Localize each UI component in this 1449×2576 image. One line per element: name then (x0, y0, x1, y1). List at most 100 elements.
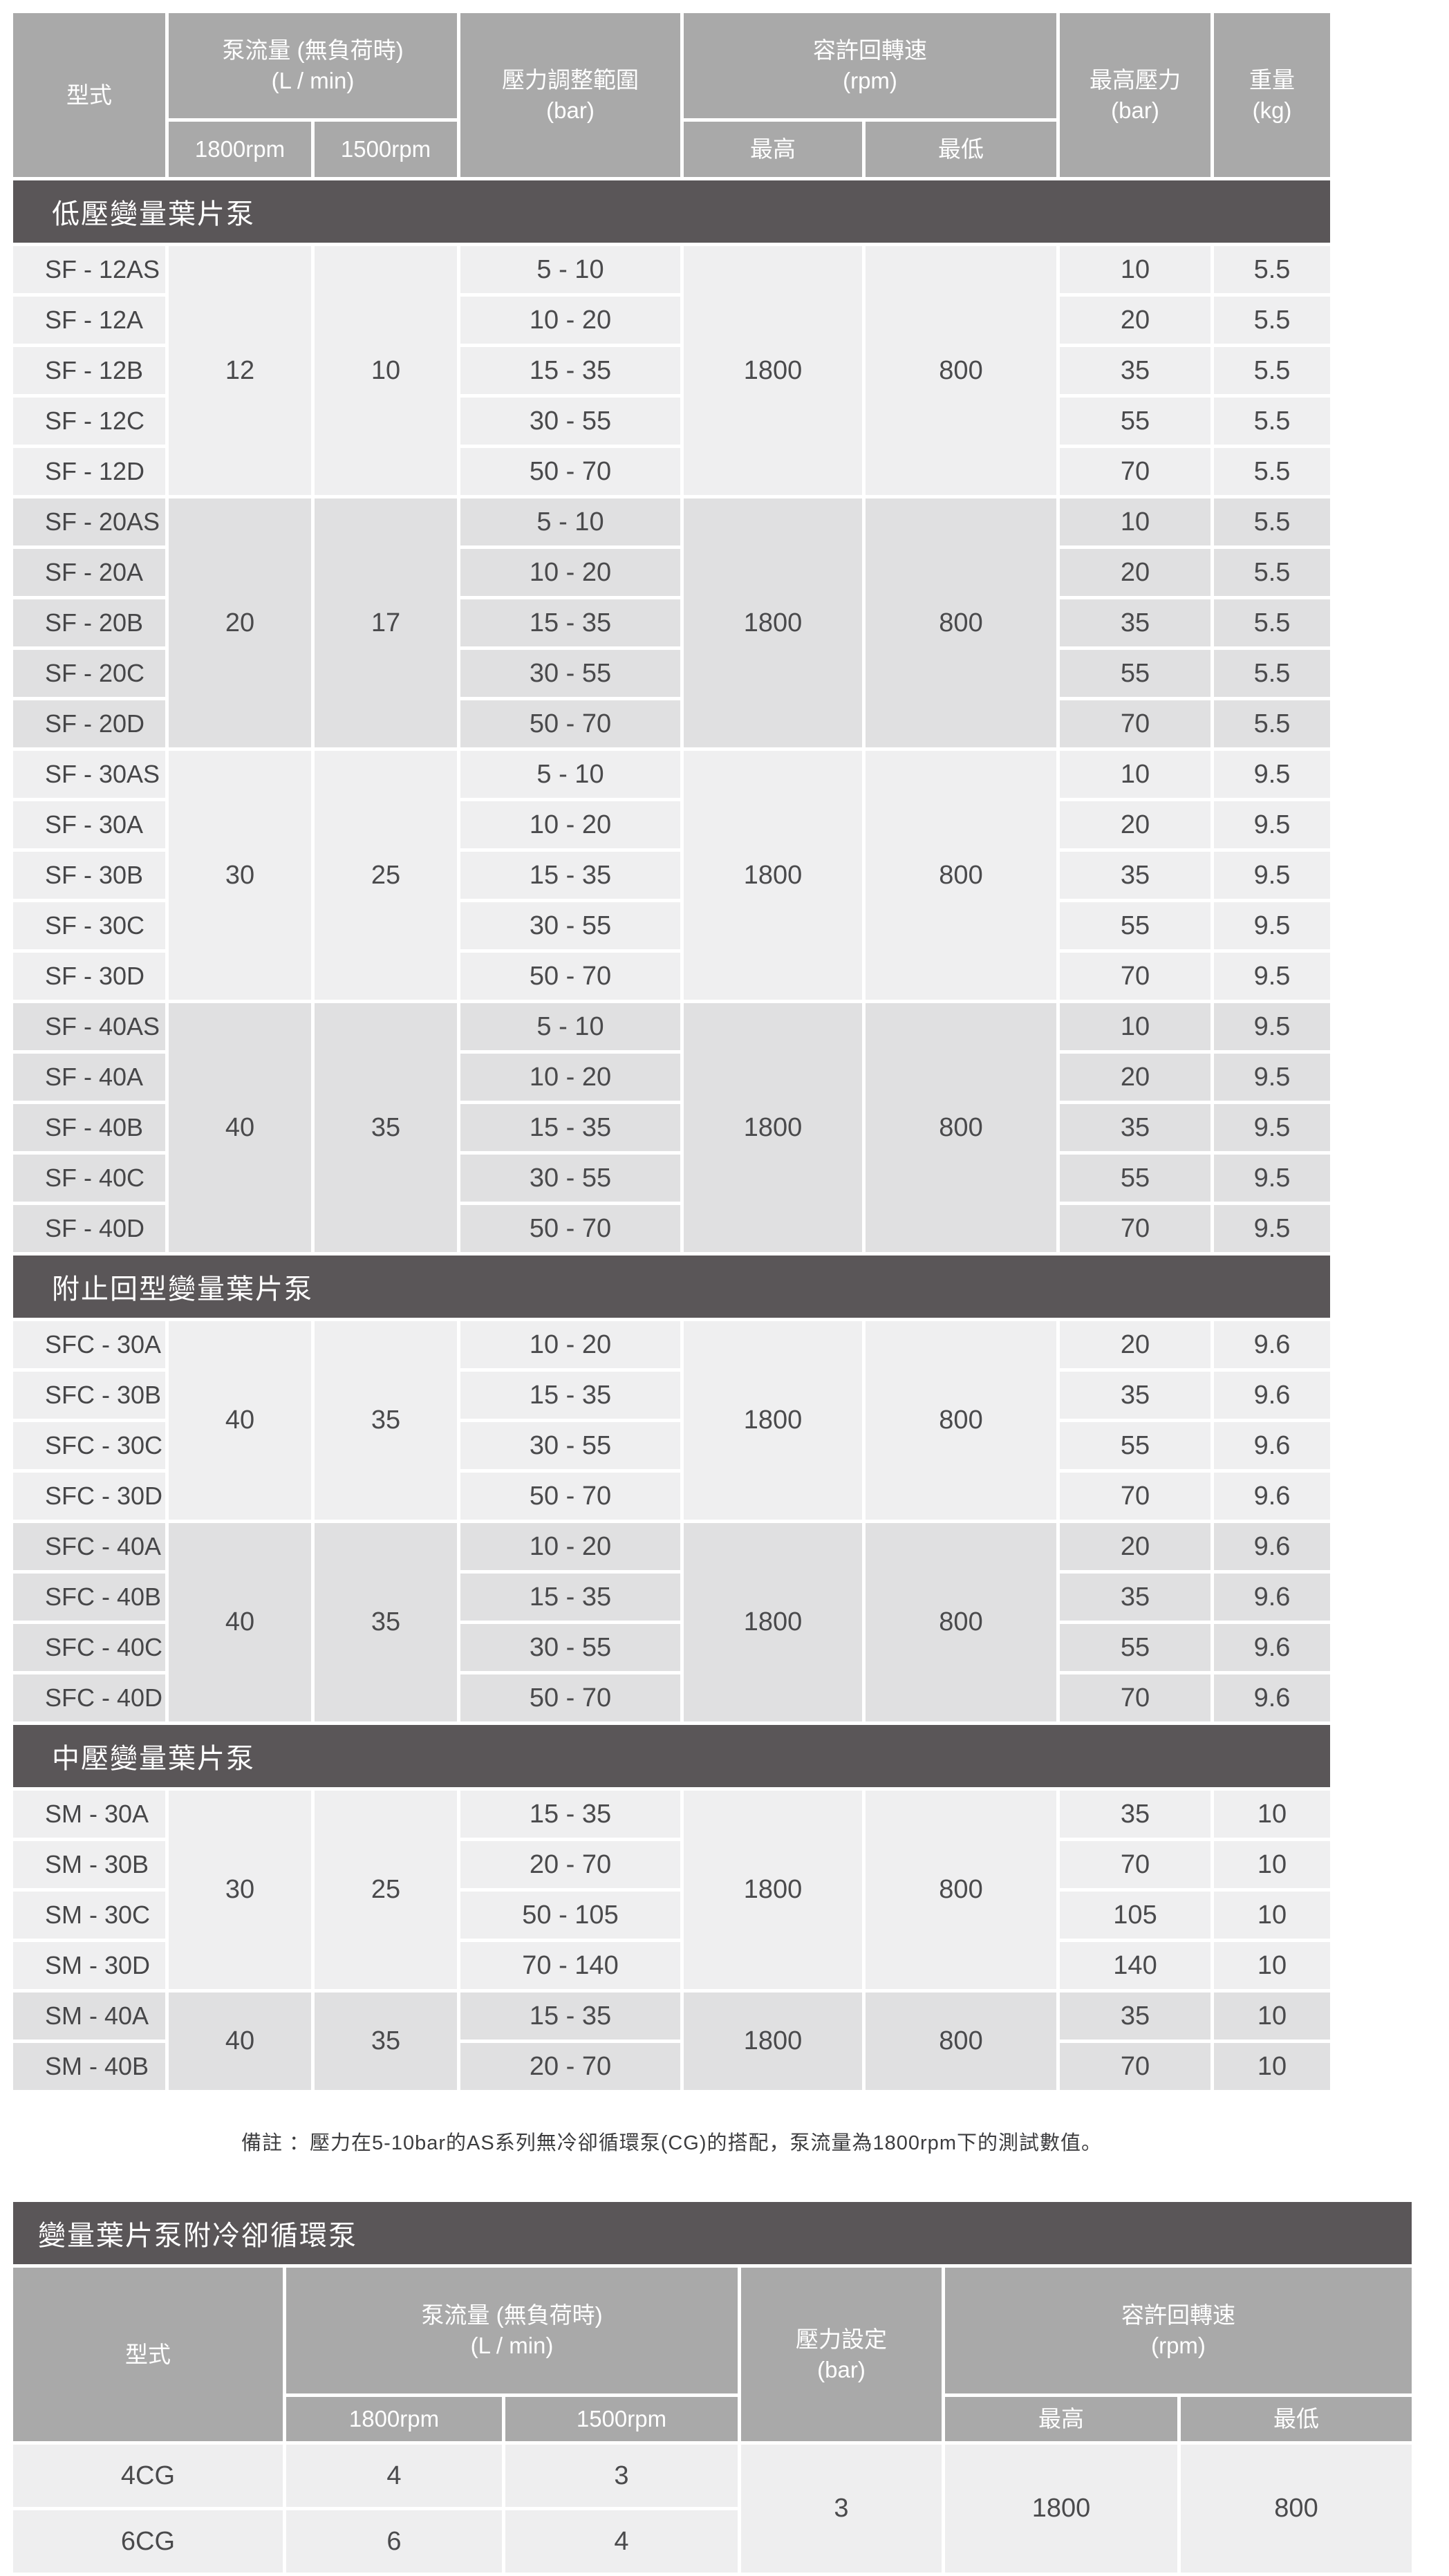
weight-cell: 9.5 (1214, 902, 1330, 949)
model-cell: SF - 20C (13, 650, 165, 697)
pressure-range-cell: 50 - 70 (460, 953, 680, 1000)
table-row: SFC - 40D 50 - 70 70 9.6 (13, 1674, 1330, 1721)
max-pressure-cell: 140 (1060, 1942, 1210, 1989)
model-cell: SFC - 30B (13, 1372, 165, 1419)
model-cell: SFC - 40A (13, 1523, 165, 1570)
model-cell: SM - 30A (13, 1791, 165, 1838)
speed-max-cell: 1800 (684, 1992, 862, 2090)
max-pressure-cell: 70 (1060, 1841, 1210, 1888)
max-pressure-cell: 20 (1060, 1523, 1210, 1570)
weight-cell: 9.6 (1214, 1574, 1330, 1621)
pressure-range-cell: 10 - 20 (460, 1523, 680, 1570)
speed-min-cell: 800 (866, 498, 1056, 747)
cooling-pump-table-header: 變量葉片泵附冷卻循環泵 型式 泵流量 (無負荷時) (L / min) 壓力設定… (13, 2202, 1412, 2441)
model-cell: SF - 20D (13, 700, 165, 747)
pressure-range-cell: 5 - 10 (460, 751, 680, 798)
pressure-range-cell: 10 - 20 (460, 801, 680, 848)
header2-model-label: 型式 (125, 2341, 171, 2367)
section-title: 低壓變量葉片泵 (13, 180, 1330, 243)
section-title-cooling: 變量葉片泵附冷卻循環泵 (13, 2202, 1412, 2264)
flow-1500-cell: 17 (315, 498, 457, 747)
pressure-range-cell: 10 - 20 (460, 549, 680, 596)
pressure-range-cell: 15 - 35 (460, 347, 680, 394)
header2-pressure-set-unit: (bar) (817, 2356, 866, 2382)
model-cell: SF - 20A (13, 549, 165, 596)
speed-min-cell: 800 (866, 1992, 1056, 2090)
header2-flow-title: 泵流量 (無負荷時) (421, 2302, 603, 2328)
speed-min-cell: 800 (1181, 2445, 1412, 2573)
header-max-pressure-unit: (bar) (1111, 97, 1159, 123)
pressure-range-cell: 50 - 105 (460, 1892, 680, 1939)
weight-cell: 10 (1214, 1942, 1330, 1989)
cooling-pump-table: 變量葉片泵附冷卻循環泵 型式 泵流量 (無負荷時) (L / min) 壓力設定… (10, 2199, 1415, 2576)
pressure-range-cell: 30 - 55 (460, 1422, 680, 1469)
table-row: SFC - 30A 40 35 10 - 20 1800 800 20 9.6 (13, 1321, 1330, 1520)
pressure-range-cell: 15 - 35 (460, 1104, 680, 1151)
table-row: SF - 12AS 12 10 5 - 10 1800 800 10 5.5 (13, 246, 1330, 495)
weight-cell: 5.5 (1214, 498, 1330, 545)
model-cell: SFC - 40B (13, 1574, 165, 1621)
pressure-range-cell: 10 - 20 (460, 297, 680, 344)
header-max-pressure-title: 最高壓力 (1090, 66, 1181, 93)
pressure-range-cell: 30 - 55 (460, 902, 680, 949)
weight-cell: 9.5 (1214, 1054, 1330, 1101)
weight-cell: 9.5 (1214, 1155, 1330, 1202)
speed-min-cell: 800 (866, 751, 1056, 1000)
model-cell: SF - 40C (13, 1155, 165, 1202)
table-row: SF - 40A 10 - 20 20 9.5 (13, 1054, 1330, 1101)
pressure-range-cell: 5 - 10 (460, 498, 680, 545)
table-row: SF - 30B 15 - 35 35 9.5 (13, 852, 1330, 899)
speed-min-cell: 800 (866, 246, 1056, 495)
weight-cell: 10 (1214, 1791, 1330, 1838)
max-pressure-cell: 35 (1060, 1372, 1210, 1419)
model-cell: SM - 30B (13, 1841, 165, 1888)
header-max-pressure: 最高壓力 (bar) (1060, 13, 1210, 177)
weight-cell: 9.6 (1214, 1321, 1330, 1368)
header2-flow: 泵流量 (無負荷時) (L / min) (286, 2268, 738, 2393)
table-row: SF - 40D 50 - 70 70 9.5 (13, 1205, 1330, 1252)
pressure-range-cell: 50 - 70 (460, 448, 680, 495)
section-title: 中壓變量葉片泵 (13, 1725, 1330, 1787)
pressure-range-cell: 5 - 10 (460, 1003, 680, 1050)
weight-cell: 5.5 (1214, 650, 1330, 697)
weight-cell: 10 (1214, 1892, 1330, 1939)
max-pressure-cell: 70 (1060, 953, 1210, 1000)
model-cell: SM - 30D (13, 1942, 165, 1989)
weight-cell: 10 (1214, 1992, 1330, 2040)
pressure-range-cell: 30 - 55 (460, 398, 680, 445)
header2-flow-1800rpm: 1800rpm (286, 2397, 502, 2441)
header-speed-unit: (rpm) (843, 68, 897, 93)
pump-spec-table: 型式 泵流量 (無負荷時) (L / min) 壓力調整範圍 (bar) 容許回… (10, 10, 1334, 2093)
speed-max-cell: 1800 (684, 1321, 862, 1520)
table-row: SF - 20AS 20 17 5 - 10 1800 800 10 5.5 (13, 498, 1330, 747)
flow-1800-cell: 6 (286, 2510, 502, 2573)
model-cell: SF - 40AS (13, 1003, 165, 1050)
pressure-range-cell: 10 - 20 (460, 1054, 680, 1101)
speed-max-cell: 1800 (684, 1791, 862, 1989)
pressure-range-cell: 30 - 55 (460, 650, 680, 697)
header2-speed-max: 最高 (945, 2397, 1177, 2441)
max-pressure-cell: 55 (1060, 398, 1210, 445)
model-cell: SF - 30A (13, 801, 165, 848)
speed-min-cell: 800 (866, 1003, 1056, 1252)
max-pressure-cell: 20 (1060, 801, 1210, 848)
weight-cell: 5.5 (1214, 246, 1330, 293)
table-row: SF - 40B 15 - 35 35 9.5 (13, 1104, 1330, 1151)
header-speed-min: 最低 (866, 122, 1056, 177)
pressure-range-cell: 15 - 35 (460, 599, 680, 646)
table-row: SF - 20D 50 - 70 70 5.5 (13, 700, 1330, 747)
header2-row-2: 1800rpm 1500rpm 最高 最低 (13, 2397, 1412, 2441)
speed-max-cell: 1800 (684, 498, 862, 747)
flow-1800-cell: 40 (169, 1321, 311, 1520)
flow-1800-cell: 40 (169, 1523, 311, 1721)
max-pressure-cell: 10 (1060, 751, 1210, 798)
pressure-set-cell: 3 (741, 2445, 942, 2573)
header-flow-1800rpm: 1800rpm (169, 122, 311, 177)
header-speed: 容許回轉速 (rpm) (684, 13, 1056, 118)
flow-1800-cell: 40 (169, 1992, 311, 2090)
header2-model: 型式 (13, 2268, 283, 2441)
weight-cell: 9.6 (1214, 1624, 1330, 1671)
weight-cell: 5.5 (1214, 599, 1330, 646)
table-row: SF - 20B 15 - 35 35 5.5 (13, 599, 1330, 646)
max-pressure-cell: 55 (1060, 1155, 1210, 1202)
